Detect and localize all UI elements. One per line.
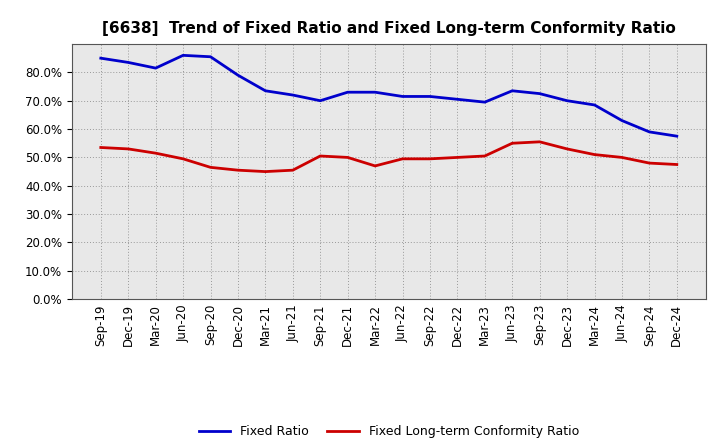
- Line: Fixed Ratio: Fixed Ratio: [101, 55, 677, 136]
- Fixed Long-term Conformity Ratio: [343, 155, 352, 160]
- Fixed Long-term Conformity Ratio: [480, 154, 489, 159]
- Fixed Long-term Conformity Ratio: [618, 155, 626, 160]
- Fixed Long-term Conformity Ratio: [261, 169, 270, 174]
- Fixed Ratio: [645, 129, 654, 135]
- Fixed Long-term Conformity Ratio: [96, 145, 105, 150]
- Fixed Ratio: [206, 54, 215, 59]
- Fixed Ratio: [480, 99, 489, 105]
- Legend: Fixed Ratio, Fixed Long-term Conformity Ratio: Fixed Ratio, Fixed Long-term Conformity …: [194, 420, 584, 440]
- Fixed Long-term Conformity Ratio: [371, 163, 379, 169]
- Fixed Ratio: [618, 118, 626, 123]
- Fixed Ratio: [96, 55, 105, 61]
- Fixed Long-term Conformity Ratio: [124, 146, 132, 151]
- Fixed Long-term Conformity Ratio: [179, 156, 187, 161]
- Fixed Ratio: [563, 98, 572, 103]
- Fixed Ratio: [453, 97, 462, 102]
- Fixed Ratio: [426, 94, 434, 99]
- Fixed Ratio: [371, 90, 379, 95]
- Fixed Ratio: [179, 53, 187, 58]
- Fixed Long-term Conformity Ratio: [151, 150, 160, 156]
- Fixed Ratio: [261, 88, 270, 93]
- Fixed Ratio: [316, 98, 325, 103]
- Fixed Ratio: [536, 91, 544, 96]
- Line: Fixed Long-term Conformity Ratio: Fixed Long-term Conformity Ratio: [101, 142, 677, 172]
- Fixed Long-term Conformity Ratio: [289, 168, 297, 173]
- Fixed Long-term Conformity Ratio: [536, 139, 544, 144]
- Fixed Ratio: [289, 92, 297, 98]
- Fixed Ratio: [124, 60, 132, 65]
- Fixed Long-term Conformity Ratio: [453, 155, 462, 160]
- Fixed Long-term Conformity Ratio: [590, 152, 599, 157]
- Fixed Long-term Conformity Ratio: [398, 156, 407, 161]
- Fixed Long-term Conformity Ratio: [316, 154, 325, 159]
- Fixed Ratio: [343, 90, 352, 95]
- Fixed Ratio: [508, 88, 516, 93]
- Fixed Ratio: [398, 94, 407, 99]
- Fixed Long-term Conformity Ratio: [563, 146, 572, 151]
- Fixed Ratio: [233, 73, 242, 78]
- Fixed Long-term Conformity Ratio: [233, 168, 242, 173]
- Fixed Ratio: [672, 133, 681, 139]
- Fixed Long-term Conformity Ratio: [206, 165, 215, 170]
- Title: [6638]  Trend of Fixed Ratio and Fixed Long-term Conformity Ratio: [6638] Trend of Fixed Ratio and Fixed Lo…: [102, 21, 675, 36]
- Fixed Long-term Conformity Ratio: [645, 161, 654, 166]
- Fixed Long-term Conformity Ratio: [508, 141, 516, 146]
- Fixed Long-term Conformity Ratio: [672, 162, 681, 167]
- Fixed Long-term Conformity Ratio: [426, 156, 434, 161]
- Fixed Ratio: [590, 103, 599, 108]
- Fixed Ratio: [151, 66, 160, 71]
